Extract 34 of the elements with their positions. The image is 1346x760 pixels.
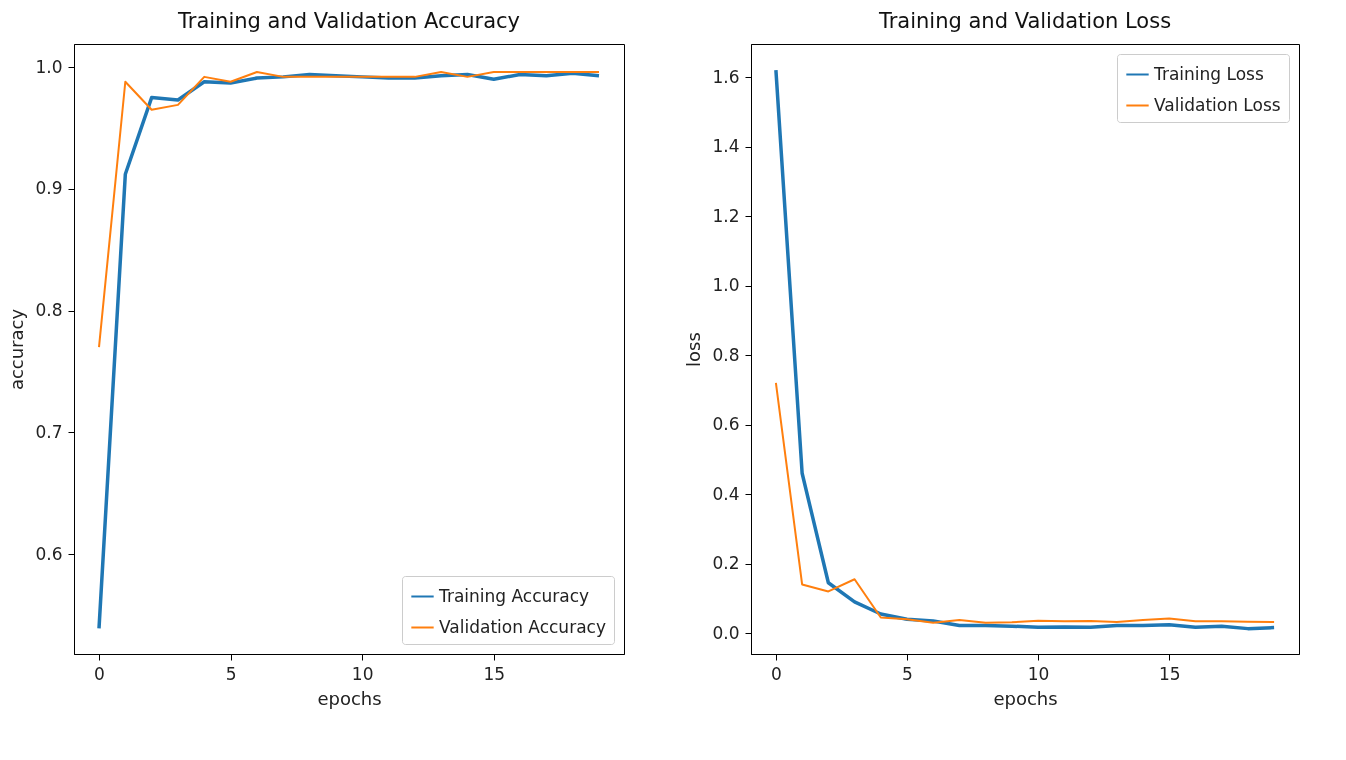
y-tick-label: 0.8 — [35, 300, 63, 321]
y-tick-label: 0.9 — [35, 178, 63, 199]
y-tick-label: 0.8 — [712, 344, 740, 365]
y-tick-label: 1.6 — [712, 66, 740, 87]
y-tick-label: 0.7 — [35, 421, 63, 442]
y-tick-label: 0.2 — [712, 553, 740, 574]
x-axis-title: epochs — [317, 687, 382, 709]
legend-label: Validation Accuracy — [439, 616, 606, 637]
y-axis-title: loss — [683, 332, 705, 367]
line-series — [98, 71, 600, 349]
x-tick-label: 10 — [351, 663, 374, 684]
y-tick-label: 0.6 — [35, 543, 63, 564]
legend-label: Training Accuracy — [438, 585, 590, 606]
x-tick-label: 0 — [771, 663, 782, 684]
x-axis-title: epochs — [993, 687, 1058, 709]
x-tick-label: 10 — [1027, 663, 1050, 684]
y-tick-label: 1.4 — [712, 136, 740, 157]
y-tick-label: 0.0 — [712, 622, 740, 643]
y-tick-label: 0.6 — [712, 414, 740, 435]
y-axis-title: accuracy — [6, 308, 28, 391]
x-tick-label: 5 — [225, 663, 237, 684]
line-series — [774, 381, 1276, 624]
x-tick-label: 15 — [1158, 663, 1181, 684]
legend-label: Validation Loss — [1154, 94, 1281, 115]
chart-title: Training and Validation Accuracy — [177, 9, 520, 33]
y-tick-label: 0.4 — [712, 483, 740, 504]
y-tick-label: 1.0 — [712, 275, 740, 296]
x-tick-label: 5 — [902, 663, 913, 684]
chart-title: Training and Validation Loss — [877, 9, 1172, 33]
x-tick-label: 15 — [483, 663, 506, 684]
legend-label: Training Loss — [1153, 63, 1264, 84]
y-tick-label: 1.0 — [35, 56, 63, 77]
x-tick-label: 0 — [94, 663, 105, 684]
y-tick-label: 1.2 — [712, 205, 740, 226]
